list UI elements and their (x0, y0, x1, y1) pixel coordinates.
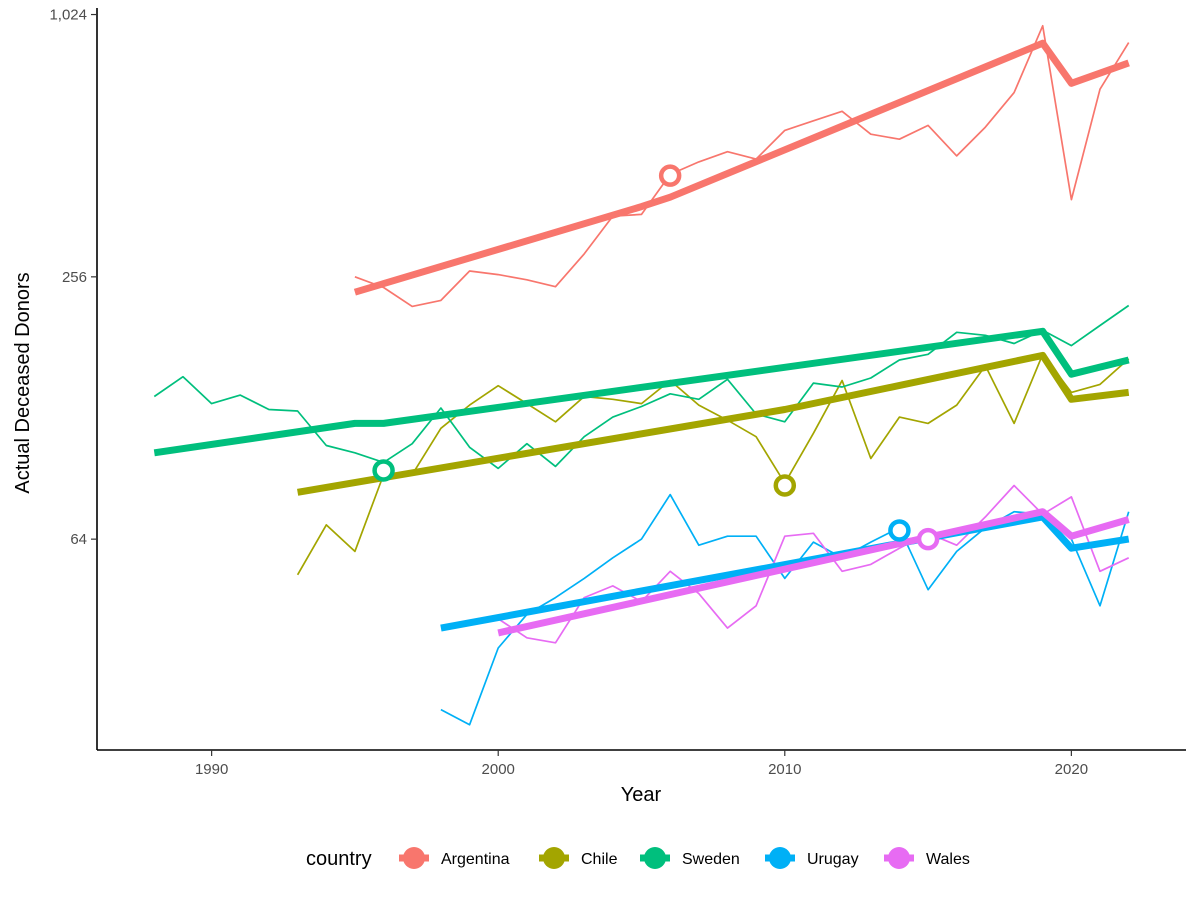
y-ticks: 64 256 1,024 (49, 7, 97, 548)
legend-key-argentina (403, 847, 425, 869)
y-axis-title: Actual Deceased Donors (12, 272, 34, 493)
series-line-actual-urugay (440, 493, 1130, 726)
legend-key-chile (543, 847, 565, 869)
legend-key-urugay (769, 847, 791, 869)
legend-label-urugay: Urugay (807, 851, 859, 868)
plot-area (153, 24, 1130, 726)
series-line-actual-chile (296, 353, 1130, 576)
legend-label-wales: Wales (926, 851, 970, 868)
x-tick-label: 2000 (482, 761, 515, 778)
legend-label-argentina: Argentina (441, 851, 510, 868)
series-line-trend-argentina (353, 39, 1130, 296)
y-tick-label: 64 (70, 531, 87, 548)
legend-label-sweden: Sweden (682, 851, 740, 868)
legend-title: country (306, 848, 372, 870)
x-tick-label: 2010 (768, 761, 801, 778)
legend-key-wales (888, 847, 910, 869)
series-line-actual-argentina (354, 24, 1130, 308)
legend-key-sweden (644, 847, 666, 869)
x-ticks: 1990 2000 2010 2020 (195, 750, 1088, 778)
x-axis-title: Year (621, 784, 662, 806)
series-layer (153, 24, 1130, 726)
series-marker-sweden (372, 459, 395, 482)
legend: country Argentina Chile Sweden Urugay Wales (306, 847, 970, 870)
x-tick-label: 2020 (1055, 761, 1088, 778)
axes: 1990 2000 2010 2020 64 256 1,024 (49, 7, 1186, 778)
series-line-trend-urugay (440, 513, 1130, 632)
x-tick-label: 1990 (195, 761, 228, 778)
series-marker-argentina (658, 164, 682, 187)
legend-items: Argentina Chile Sweden Urugay Wales (399, 847, 970, 869)
series-marker-urugay (888, 519, 911, 542)
series-marker-chile (773, 474, 797, 497)
y-tick-label: 256 (62, 269, 87, 286)
series-marker-wales (916, 527, 940, 551)
legend-label-chile: Chile (581, 851, 618, 868)
series-line-actual-sweden (153, 304, 1130, 470)
series-line-actual-wales (497, 484, 1130, 644)
marker-layer (372, 164, 940, 551)
y-tick-label: 1,024 (49, 7, 87, 24)
series-line-trend-chile (297, 351, 1130, 496)
series-line-trend-sweden (153, 327, 1130, 457)
series-line-trend-wales (497, 508, 1130, 637)
